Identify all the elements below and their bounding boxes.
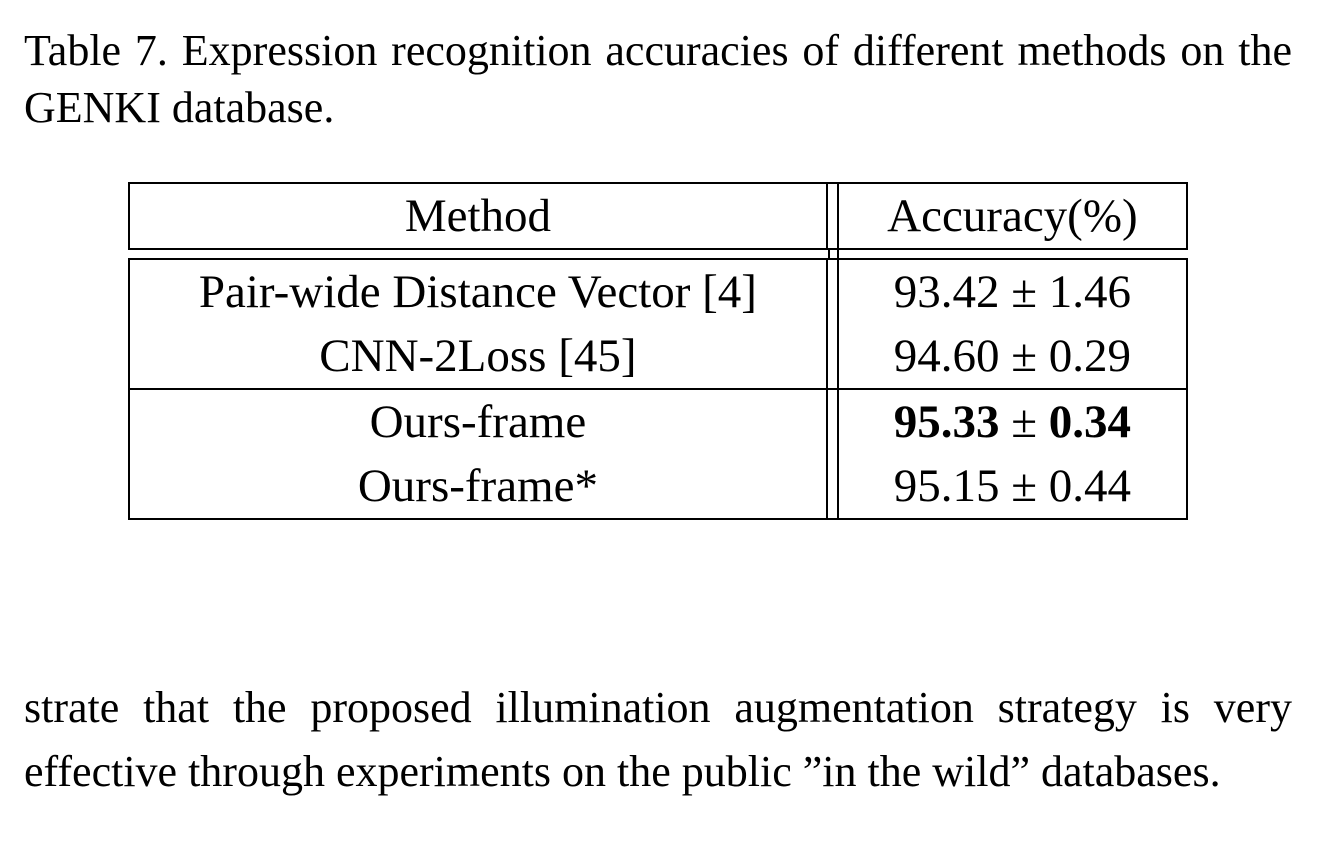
table-row: Ours-frame 95.33 ± 0.34 bbox=[128, 390, 1188, 454]
double-rule bbox=[827, 182, 839, 250]
method-cell: Pair-wide Distance Vector [4] bbox=[128, 258, 828, 324]
body-paragraph: strate that the proposed illumination au… bbox=[24, 683, 1292, 796]
results-table: Method Accuracy(%) Pair-wide Distance Ve… bbox=[128, 182, 1188, 520]
table-row: CNN-2Loss [45] 94.60 ± 0.29 bbox=[128, 324, 1188, 390]
accuracy-cell: 93.42 ± 1.46 bbox=[838, 258, 1188, 324]
table-row: Pair-wide Distance Vector [4] 93.42 ± 1.… bbox=[128, 258, 1188, 324]
table-caption: Table 7. Expression recognition accuraci… bbox=[24, 26, 1292, 132]
table-header-row: Method Accuracy(%) bbox=[128, 182, 1188, 250]
accuracy-cell-best: 95.33 ± 0.34 bbox=[839, 390, 1188, 454]
header-accuracy: Accuracy(%) bbox=[838, 182, 1188, 250]
table-row: Ours-frame* 95.15 ± 0.44 bbox=[128, 454, 1188, 520]
method-cell: CNN-2Loss [45] bbox=[128, 324, 828, 390]
accuracy-cell: 94.60 ± 0.29 bbox=[838, 324, 1188, 390]
method-cell: Ours-frame* bbox=[128, 454, 828, 520]
header-method: Method bbox=[128, 182, 828, 250]
method-cell: Ours-frame bbox=[128, 390, 828, 454]
results-table-container: Method Accuracy(%) Pair-wide Distance Ve… bbox=[128, 182, 1188, 520]
header-gap bbox=[128, 250, 1188, 258]
accuracy-cell: 95.15 ± 0.44 bbox=[838, 454, 1188, 520]
